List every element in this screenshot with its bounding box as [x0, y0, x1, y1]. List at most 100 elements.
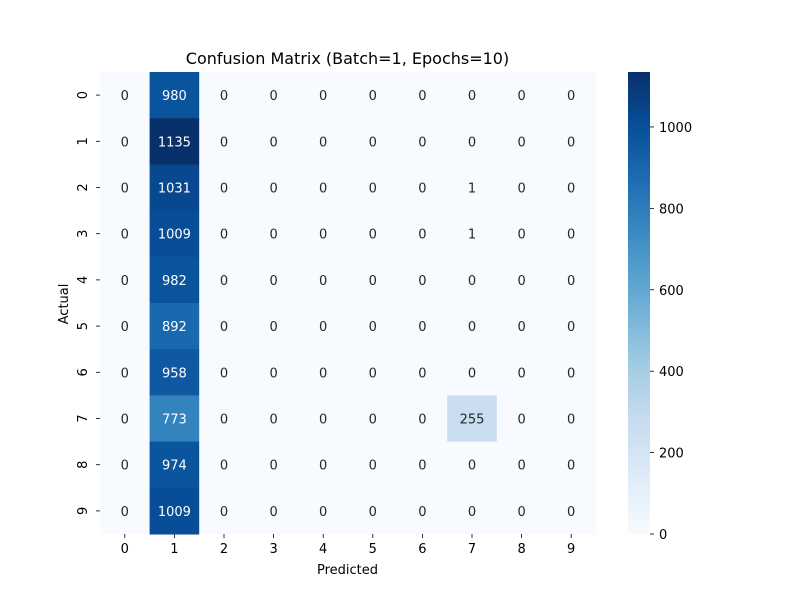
cell-value-r1-c9: 0 — [567, 135, 575, 150]
cell-value-r5-c0: 0 — [121, 320, 129, 335]
cell-value-r3-c0: 0 — [121, 228, 129, 243]
cell-value-r7-c3: 0 — [269, 413, 277, 428]
cell-value-r8-c2: 0 — [220, 459, 228, 474]
cell-value-r8-c4: 0 — [319, 459, 327, 474]
cell-value-r0-c6: 0 — [418, 89, 426, 104]
cell-r8-c0 — [100, 441, 151, 489]
cell-value-r7-c7: 255 — [460, 413, 485, 428]
cell-value-r6-c1: 958 — [162, 366, 187, 381]
cell-r5-c6 — [397, 303, 448, 350]
x-tick-label-3: 3 — [269, 542, 277, 557]
x-tick-label-7: 7 — [468, 542, 476, 557]
cell-r3-c4 — [298, 210, 349, 258]
cell-r9-c0 — [100, 487, 151, 535]
cell-value-r4-c9: 0 — [567, 274, 575, 289]
y-tick-label-5: 5 — [76, 322, 91, 330]
colorbar-tick-label-2: 400 — [659, 365, 684, 380]
cell-value-r6-c3: 0 — [269, 366, 277, 381]
cell-r1-c7 — [447, 118, 498, 165]
colorbar-gradient — [628, 72, 650, 534]
cell-r8-c8 — [496, 441, 547, 489]
cell-value-r9-c4: 0 — [319, 505, 327, 520]
cell-r2-c8 — [496, 164, 547, 212]
cell-value-r7-c0: 0 — [121, 413, 129, 428]
cell-r3-c8 — [496, 210, 547, 258]
x-axis-ticks: 0 1 2 3 4 5 6 7 8 9 — [121, 534, 575, 557]
cell-value-r5-c6: 0 — [418, 320, 426, 335]
cell-r8-c5 — [348, 441, 399, 489]
cell-r1-c8 — [496, 118, 547, 165]
cell-r9-c7 — [447, 487, 498, 535]
cell-value-r5-c5: 0 — [369, 320, 377, 335]
cell-r2-c0 — [100, 164, 151, 212]
cell-r0-c1 — [149, 72, 200, 119]
cell-r8-c7 — [447, 441, 498, 489]
cell-value-r3-c6: 0 — [418, 228, 426, 243]
cell-value-r8-c1: 974 — [162, 459, 187, 474]
x-axis-label: Predicted — [317, 563, 378, 578]
cell-value-r8-c6: 0 — [418, 459, 426, 474]
cell-r6-c5 — [348, 349, 399, 396]
cell-r5-c4 — [298, 303, 349, 350]
colorbar: 0 200 400 600 800 1000 — [628, 72, 692, 543]
cell-value-r0-c3: 0 — [269, 89, 277, 104]
x-tick-label-0: 0 — [121, 542, 129, 557]
cell-value-r7-c2: 0 — [220, 413, 228, 428]
cell-r7-c3 — [248, 395, 299, 443]
cell-value-r9-c5: 0 — [369, 505, 377, 520]
cell-r7-c8 — [496, 395, 547, 443]
cell-r3-c6 — [397, 210, 448, 258]
y-tick-label-8: 8 — [76, 461, 91, 469]
cell-value-r0-c7: 0 — [468, 89, 476, 104]
cell-r0-c3 — [248, 72, 299, 119]
cell-value-r2-c5: 0 — [369, 182, 377, 197]
cell-value-r2-c9: 0 — [567, 182, 575, 197]
cell-value-r3-c5: 0 — [369, 228, 377, 243]
cell-value-r4-c2: 0 — [220, 274, 228, 289]
cell-value-r8-c3: 0 — [269, 459, 277, 474]
cell-value-r2-c0: 0 — [121, 182, 129, 197]
colorbar-tick-label-0: 0 — [659, 528, 667, 543]
cell-value-r5-c4: 0 — [319, 320, 327, 335]
cell-r5-c9 — [546, 303, 597, 350]
cell-r8-c6 — [397, 441, 448, 489]
cell-value-r4-c1: 982 — [162, 274, 187, 289]
cell-r2-c7 — [447, 164, 498, 212]
cell-value-r3-c7: 1 — [468, 228, 476, 243]
cell-r3-c5 — [348, 210, 399, 258]
cell-r3-c7 — [447, 210, 498, 258]
y-tick-label-4: 4 — [76, 276, 91, 284]
cell-r6-c8 — [496, 349, 547, 396]
cell-value-r9-c7: 0 — [468, 505, 476, 520]
cell-r2-c6 — [397, 164, 448, 212]
y-axis-label: Actual — [57, 284, 72, 325]
cell-r0-c8 — [496, 72, 547, 119]
cell-value-r4-c3: 0 — [269, 274, 277, 289]
cell-r0-c9 — [546, 72, 597, 119]
cell-value-r4-c5: 0 — [369, 274, 377, 289]
cell-value-r0-c9: 0 — [567, 89, 575, 104]
cell-value-r8-c5: 0 — [369, 459, 377, 474]
cell-r4-c6 — [397, 256, 448, 304]
cell-value-r6-c2: 0 — [220, 366, 228, 381]
cell-r6-c6 — [397, 349, 448, 396]
cell-value-r7-c1: 773 — [162, 413, 187, 428]
cell-value-r6-c5: 0 — [369, 366, 377, 381]
cell-r1-c0 — [100, 118, 151, 165]
cell-r4-c7 — [447, 256, 498, 304]
cell-r7-c0 — [100, 395, 151, 443]
cell-value-r2-c2: 0 — [220, 182, 228, 197]
cell-r4-c5 — [348, 256, 399, 304]
cell-value-r0-c8: 0 — [517, 89, 525, 104]
cell-r5-c0 — [100, 303, 151, 350]
cell-value-r6-c0: 0 — [121, 366, 129, 381]
cell-value-r1-c8: 0 — [517, 135, 525, 150]
cell-r1-c3 — [248, 118, 299, 165]
x-tick-label-1: 1 — [170, 542, 178, 557]
chart-title: Confusion Matrix (Batch=1, Epochs=10) — [186, 49, 509, 68]
cell-value-r3-c3: 0 — [269, 228, 277, 243]
y-axis-ticks: 0 1 2 3 4 5 6 7 8 9 — [76, 91, 100, 515]
cell-value-r3-c4: 0 — [319, 228, 327, 243]
cell-value-r8-c0: 0 — [121, 459, 129, 474]
